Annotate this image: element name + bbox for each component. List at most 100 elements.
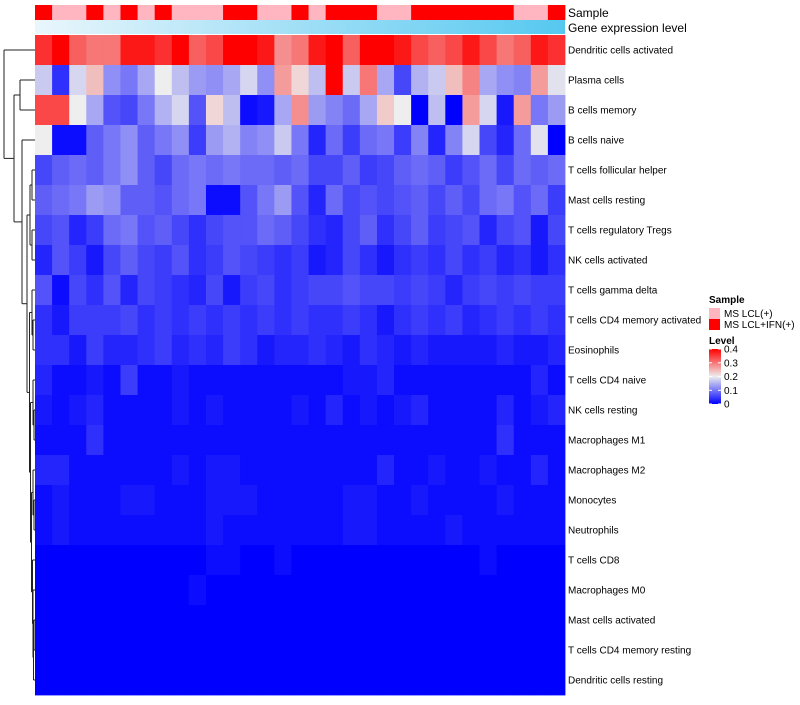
heatmap-cell — [120, 395, 138, 426]
row-label: B cells naive — [568, 136, 625, 147]
heatmap-cell — [274, 305, 292, 336]
heatmap-cell — [496, 245, 515, 276]
heatmap-cell — [240, 275, 258, 306]
heatmap-cell — [291, 185, 309, 216]
heatmap-cell — [411, 275, 429, 306]
heatmap-cell — [103, 95, 121, 126]
heatmap-cell — [52, 575, 70, 606]
heatmap-cell — [120, 605, 138, 636]
heatmap-cell — [308, 425, 327, 456]
heatmap-cell — [445, 335, 463, 366]
sample-track-label: Sample — [568, 6, 609, 20]
heatmap-cell — [171, 275, 190, 306]
heatmap-cell — [137, 215, 156, 246]
heatmap-cell — [359, 245, 378, 276]
heatmap-cell — [120, 455, 138, 486]
heatmap-cell — [376, 275, 395, 306]
heatmap-cell — [394, 65, 412, 96]
heatmap-cell — [291, 305, 309, 336]
heatmap-cell — [428, 545, 446, 576]
heatmap-cell — [462, 365, 480, 396]
heatmap-cell — [291, 455, 309, 486]
heatmap-cell — [479, 185, 498, 216]
heatmap-cell — [103, 365, 121, 396]
heatmap-cell — [445, 485, 463, 516]
row-label: Dendritic cells resting — [568, 676, 663, 687]
heatmap-cell — [479, 545, 498, 576]
heatmap-cell — [394, 155, 412, 186]
sample-legend-swatch-lcl — [709, 308, 720, 319]
heatmap-cell — [411, 245, 429, 276]
level-legend-title: Level — [709, 336, 735, 347]
heatmap-cell — [103, 185, 121, 216]
heatmap-cell — [52, 275, 70, 306]
heatmap-cell — [171, 245, 190, 276]
heatmap-cell — [188, 155, 207, 186]
heatmap-cell — [274, 95, 292, 126]
heatmap-cell — [103, 245, 121, 276]
sample-legend-label-lcl-ifn: MS LCL+IFN(+) — [724, 320, 795, 331]
sample-annotation-cell — [530, 5, 549, 20]
heatmap-cell — [205, 485, 224, 516]
heatmap-cell — [240, 365, 258, 396]
heatmap-cell — [171, 605, 190, 636]
heatmap-cell — [411, 455, 429, 486]
heatmap-cell — [257, 275, 275, 306]
heatmap-cell — [428, 155, 446, 186]
heatmap-cell — [496, 545, 515, 576]
heatmap-cell — [35, 425, 53, 456]
heatmap-cell — [411, 515, 429, 546]
heatmap-cell — [325, 305, 344, 336]
gene-expression-track — [35, 20, 565, 34]
sample-annotation-cell — [308, 5, 327, 20]
heatmap-cell — [154, 605, 173, 636]
heatmap-cell — [342, 605, 361, 636]
sample-legend-swatch-lcl-ifn — [709, 319, 720, 330]
heatmap-cell — [342, 635, 361, 666]
heatmap-cell — [411, 35, 429, 66]
heatmap-cell — [291, 215, 309, 246]
heatmap-cell — [137, 425, 156, 456]
heatmap-cell — [547, 665, 566, 696]
heatmap-cell — [411, 425, 429, 456]
heatmap-cell — [394, 665, 412, 696]
heatmap-cell — [69, 305, 87, 336]
heatmap-cell — [171, 335, 190, 366]
heatmap-cell — [428, 125, 446, 156]
heatmap-cell — [530, 275, 549, 306]
heatmap-cell — [35, 605, 53, 636]
heatmap-cell — [188, 95, 207, 126]
heatmap-cell — [394, 185, 412, 216]
heatmap-cell — [69, 365, 87, 396]
heatmap-cell — [35, 215, 53, 246]
row-label: Macrophages M1 — [568, 436, 646, 447]
heatmap-cell — [171, 305, 190, 336]
heatmap-cell — [325, 35, 344, 66]
heatmap-cell — [137, 365, 156, 396]
heatmap-cell — [103, 65, 121, 96]
heatmap-cell — [240, 425, 258, 456]
sample-annotation-cell — [479, 5, 498, 20]
heatmap-cell — [445, 65, 463, 96]
heatmap-cell — [359, 455, 378, 486]
heatmap-cell — [137, 455, 156, 486]
sample-annotation-cell — [69, 5, 87, 20]
heatmap-cell — [223, 35, 241, 66]
heatmap-cell — [103, 485, 121, 516]
heatmap-cell — [291, 155, 309, 186]
heatmap-cell — [188, 35, 207, 66]
heatmap-cell — [479, 155, 498, 186]
heatmap-cell — [513, 65, 532, 96]
heatmap-cell — [35, 95, 53, 126]
heatmap-cell — [154, 215, 173, 246]
heatmap-cell — [154, 155, 173, 186]
heatmap-cell — [103, 545, 121, 576]
heatmap-cell — [496, 395, 515, 426]
heatmap-cell — [223, 215, 241, 246]
heatmap-cell — [35, 185, 53, 216]
heatmap-cell — [257, 575, 275, 606]
heatmap-cell — [530, 455, 549, 486]
heatmap-cell — [342, 125, 361, 156]
heatmap-cell — [325, 215, 344, 246]
heatmap-cell — [223, 125, 241, 156]
